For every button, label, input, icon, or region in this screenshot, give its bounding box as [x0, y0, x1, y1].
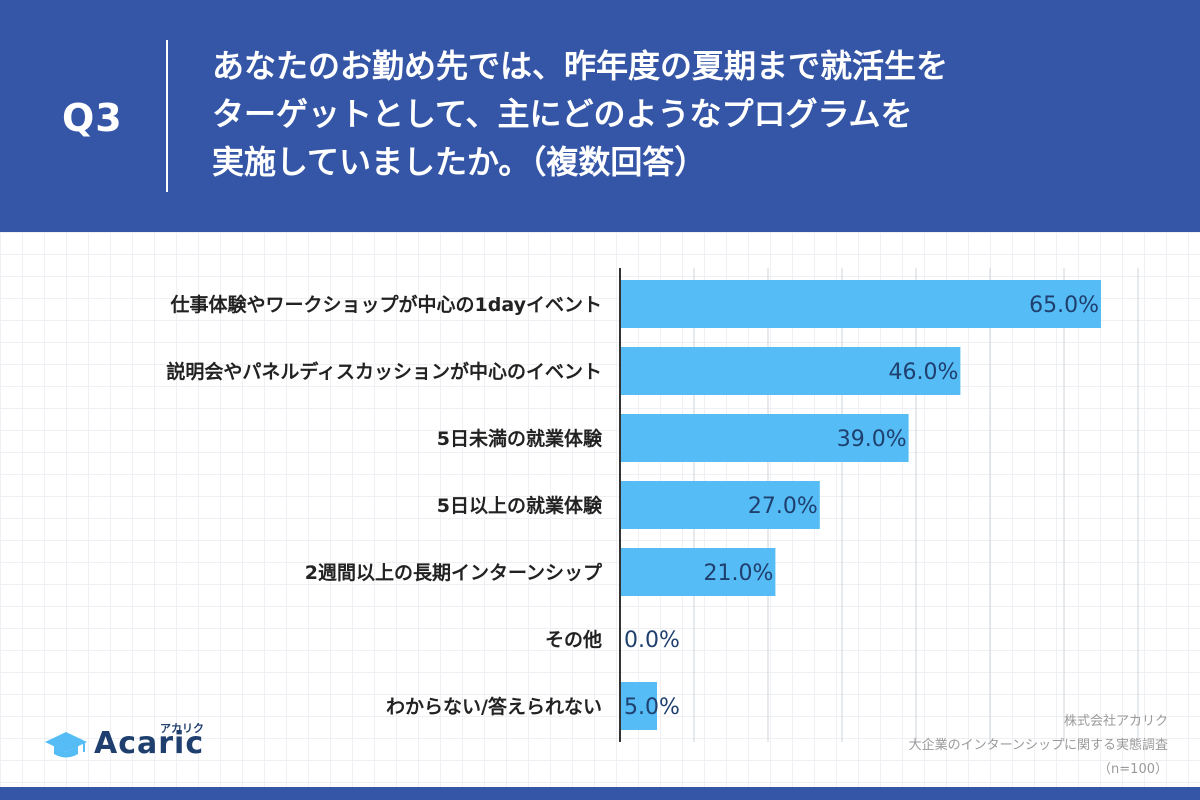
category-label: 2週間以上の長期インターンシップ	[305, 561, 603, 584]
value-label: 65.0%	[1029, 293, 1099, 318]
bar	[620, 548, 776, 596]
source-note: 株式会社アカリク 大企業のインターンシップに関する実態調査 （n=100）	[909, 710, 1168, 782]
value-label: 21.0%	[704, 561, 774, 586]
value-label: 46.0%	[889, 360, 959, 385]
bar	[620, 280, 1101, 328]
source-company: 株式会社アカリク	[1063, 714, 1168, 729]
chart-panel: 仕事体験やワークショップが中心の1dayイベント 65.0% 説明会やパネルディスカ…	[0, 232, 1200, 787]
category-label: その他	[545, 628, 602, 651]
bar	[620, 414, 909, 462]
category-label: 説明会やパネルディスカッションが中心のイベント	[166, 360, 602, 383]
category-label: わからない/答えられない	[386, 695, 602, 718]
header: Q3 あなたのお勤め先では、昨年度の夏期まで就活生を ターゲットとして、主にどの…	[0, 0, 1200, 230]
question-line-3: 実施していましたか。（複数回答）	[212, 143, 707, 181]
value-label: 27.0%	[748, 494, 818, 519]
value-label: 5.0%	[624, 695, 680, 720]
bar	[620, 481, 820, 529]
question-text: あなたのお勤め先では、昨年度の夏期まで就活生を ターゲットとして、主にどのような…	[212, 42, 1112, 186]
category-label: 5日以上の就業体験	[437, 494, 603, 517]
value-label: 0.0%	[624, 628, 680, 653]
source-survey: 大企業のインターンシップに関する実態調査	[908, 738, 1168, 753]
bar	[620, 682, 657, 730]
question-line-1: あなたのお勤め先では、昨年度の夏期まで就活生を	[212, 47, 949, 85]
source-sample: （n=100）	[1098, 762, 1168, 777]
logo-kana: アカリク	[160, 722, 204, 735]
header-divider	[166, 40, 168, 192]
question-number: Q3	[62, 96, 123, 140]
question-line-2: ターゲットとして、主にどのようなプログラムを	[212, 95, 913, 133]
category-label: 5日未満の就業体験	[437, 427, 603, 450]
bar-chart: 仕事体験やワークショップが中心の1dayイベント 65.0% 説明会やパネルディスカ…	[166, 268, 1139, 742]
bar	[620, 347, 961, 395]
category-label: 仕事体験やワークショップが中心の1dayイベント	[170, 293, 602, 316]
logo-wordmark: Acaric	[94, 726, 205, 761]
value-label: 39.0%	[837, 427, 907, 452]
graduation-cap-icon	[45, 732, 87, 758]
